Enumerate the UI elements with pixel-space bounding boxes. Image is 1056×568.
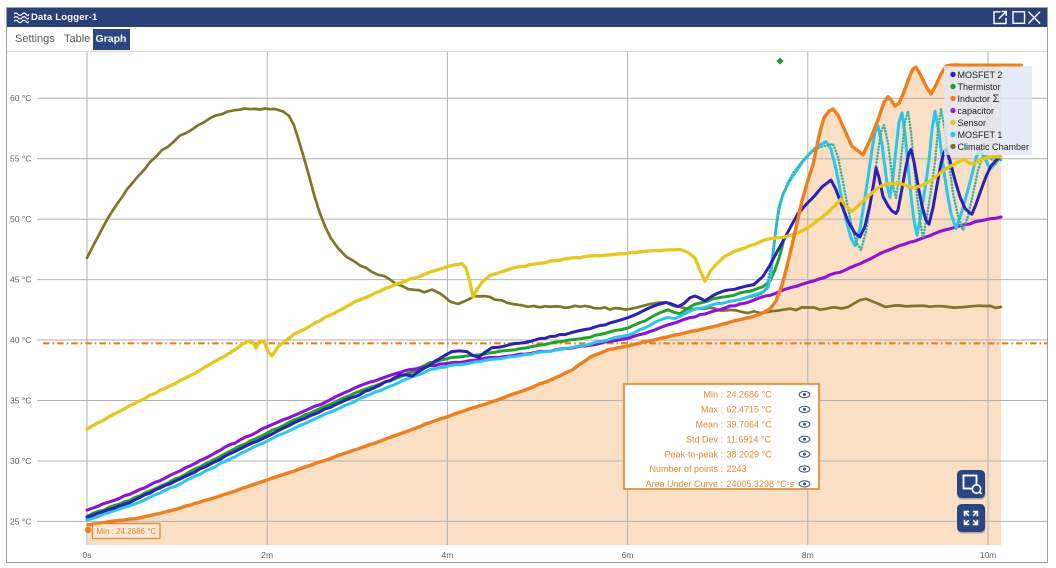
svg-text:4m: 4m xyxy=(441,550,453,560)
svg-text:6m: 6m xyxy=(622,550,634,560)
svg-text:Std Dev :: Std Dev : xyxy=(686,434,723,444)
svg-text:50 °C: 50 °C xyxy=(10,214,31,224)
svg-text:8m: 8m xyxy=(802,550,814,560)
svg-text:MOSFET 2: MOSFET 2 xyxy=(958,70,1003,80)
svg-text:11.6914 °C: 11.6914 °C xyxy=(727,434,772,444)
svg-text:24.2686 °C: 24.2686 °C xyxy=(727,390,773,400)
svg-text:MOSFET 1: MOSFET 1 xyxy=(958,130,1003,140)
svg-text:2243: 2243 xyxy=(727,464,747,474)
svg-text:39.7064 °C: 39.7064 °C xyxy=(727,420,773,430)
svg-text:40 °C: 40 °C xyxy=(10,335,31,345)
svg-text:Thermistor: Thermistor xyxy=(958,82,1001,92)
svg-text:35 °C: 35 °C xyxy=(10,396,31,406)
svg-text:55 °C: 55 °C xyxy=(10,154,31,164)
svg-text:Inductor Σ: Inductor Σ xyxy=(958,93,1000,105)
svg-text:Climatic Chamber: Climatic Chamber xyxy=(958,142,1030,152)
svg-text:Peak-to-peak :: Peak-to-peak : xyxy=(664,449,723,459)
svg-text:45 °C: 45 °C xyxy=(10,275,31,285)
svg-text:Sensor: Sensor xyxy=(958,118,987,128)
svg-text:2m: 2m xyxy=(261,550,273,560)
svg-text:38.2029 °C: 38.2029 °C xyxy=(727,449,773,459)
svg-text:10m: 10m xyxy=(980,550,997,560)
svg-text:Mean :: Mean : xyxy=(695,420,723,430)
svg-text:Max :: Max : xyxy=(701,405,723,415)
svg-text:30 °C: 30 °C xyxy=(10,456,31,466)
svg-text:62.4715 °C: 62.4715 °C xyxy=(727,405,773,415)
svg-text:Min :: Min : xyxy=(703,390,723,400)
svg-text:0s: 0s xyxy=(83,550,92,560)
svg-text:Area Under Curve :: Area Under Curve : xyxy=(645,479,723,489)
svg-text:60 °C: 60 °C xyxy=(10,93,31,103)
svg-text:25 °C: 25 °C xyxy=(10,516,31,526)
svg-text:Number of points :: Number of points : xyxy=(649,464,723,474)
svg-text:Min : 24.2686 °C: Min : 24.2686 °C xyxy=(97,527,157,536)
svg-text:24005.3298 °C·s: 24005.3298 °C·s xyxy=(727,479,795,489)
svg-text:capacitor: capacitor xyxy=(958,106,995,116)
